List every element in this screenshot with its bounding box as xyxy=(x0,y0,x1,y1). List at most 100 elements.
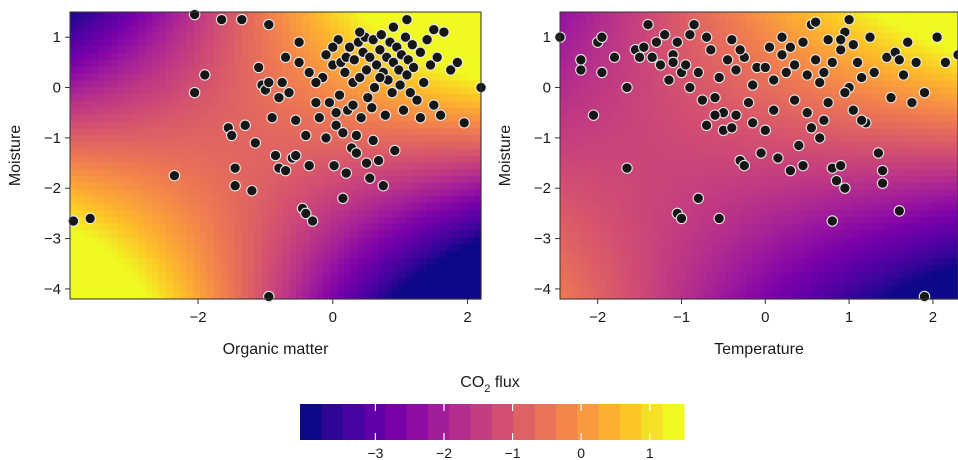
heatmap-cell xyxy=(692,244,700,252)
heatmap-cell xyxy=(586,32,594,40)
heatmap-cell xyxy=(152,162,160,170)
heatmap-cell xyxy=(460,162,468,170)
heatmap-cell xyxy=(798,169,807,177)
heatmap-cell xyxy=(871,121,879,129)
heatmap-cell xyxy=(179,223,188,232)
heatmap-cell xyxy=(573,80,581,88)
heatmap-cell xyxy=(898,244,906,252)
heatmap-cell xyxy=(659,176,667,184)
heatmap-cell xyxy=(805,292,813,300)
heatmap-cell xyxy=(412,244,420,252)
heatmap-cell xyxy=(200,264,208,273)
heatmap-cell xyxy=(878,59,886,68)
heatmap-cell xyxy=(165,271,174,280)
heatmap-cell xyxy=(871,237,879,245)
heatmap-cell xyxy=(131,94,140,102)
heatmap-cell xyxy=(732,100,740,109)
heatmap-cell xyxy=(573,148,581,157)
heatmap-cell xyxy=(261,59,270,68)
heatmap-cell xyxy=(446,148,455,157)
heatmap-cell xyxy=(573,230,581,239)
heatmap-cell xyxy=(692,237,700,245)
heatmap-cell xyxy=(885,12,893,20)
heatmap-cell xyxy=(138,107,146,116)
heatmap-cell xyxy=(772,121,780,129)
heatmap-cell xyxy=(619,292,627,300)
heatmap-cell xyxy=(732,128,740,136)
heatmap-cell xyxy=(344,223,352,232)
heatmap-cell xyxy=(785,278,793,286)
heatmap-cell xyxy=(344,135,352,143)
heatmap-cell xyxy=(672,237,680,245)
heatmap-cell xyxy=(241,217,249,225)
heatmap-cell xyxy=(818,285,826,293)
heatmap-cell xyxy=(213,182,222,191)
heatmap-cell xyxy=(467,114,475,122)
heatmap-cell xyxy=(871,285,879,293)
heatmap-cell xyxy=(904,135,913,143)
heatmap-cell xyxy=(759,73,767,81)
heatmap-cell xyxy=(330,203,338,211)
heatmap-cell xyxy=(745,203,753,211)
heatmap-cell xyxy=(666,121,674,129)
heatmap-cell xyxy=(405,258,414,266)
heatmap-cell xyxy=(104,100,112,109)
heatmap-cell xyxy=(446,155,455,163)
heatmap-cell xyxy=(871,217,879,225)
heatmap-cell xyxy=(446,39,455,47)
heatmap-cell xyxy=(686,217,694,225)
heatmap-cell xyxy=(227,203,235,211)
heatmap-cell xyxy=(241,87,249,95)
heatmap-cell xyxy=(323,196,331,204)
heatmap-cell xyxy=(227,46,235,54)
heatmap-cell xyxy=(705,141,714,150)
heatmap-cell xyxy=(460,223,468,232)
heatmap-cell xyxy=(646,189,654,198)
x-tick-label: 0 xyxy=(329,309,337,326)
heatmap-cell xyxy=(467,155,475,163)
heatmap-cell xyxy=(613,39,621,47)
heatmap-cell xyxy=(261,210,270,218)
heatmap-cell xyxy=(179,264,188,273)
heatmap-cell xyxy=(851,285,860,293)
heatmap-cell xyxy=(613,203,621,211)
heatmap-cell xyxy=(911,271,919,280)
heatmap-cell xyxy=(241,169,249,177)
heatmap-cell xyxy=(90,121,98,129)
heatmap-cell xyxy=(124,292,133,300)
heatmap-cell xyxy=(579,80,588,88)
heatmap-cell xyxy=(792,182,800,191)
heatmap-cell xyxy=(179,114,188,122)
heatmap-cell xyxy=(296,237,304,245)
heatmap-cell xyxy=(207,66,215,75)
heatmap-cell xyxy=(111,12,119,20)
heatmap-cell xyxy=(606,39,614,47)
data-point xyxy=(360,64,373,76)
heatmap-cell xyxy=(419,251,427,259)
heatmap-cell xyxy=(309,285,318,293)
heatmap-cell xyxy=(586,100,594,109)
heatmap-cell xyxy=(904,217,913,225)
heatmap-cell xyxy=(412,258,420,266)
heatmap-cell xyxy=(838,141,846,150)
heatmap-cell xyxy=(626,66,634,75)
heatmap-cell xyxy=(302,155,311,163)
heatmap-cell xyxy=(626,32,634,40)
heatmap-cell xyxy=(805,244,813,252)
heatmap-cell xyxy=(765,189,773,198)
heatmap-cell xyxy=(364,141,372,150)
heatmap-cell xyxy=(838,169,846,177)
data-point xyxy=(431,51,443,64)
heatmap-cell xyxy=(573,107,581,116)
heatmap-cell xyxy=(131,87,140,95)
heatmap-cell xyxy=(282,121,290,129)
heatmap-cell xyxy=(613,271,621,280)
heatmap-cell xyxy=(560,176,568,184)
heatmap-cell xyxy=(316,39,325,47)
heatmap-cell xyxy=(172,66,181,75)
heatmap-cell xyxy=(560,121,568,129)
heatmap-cell xyxy=(891,292,899,300)
heatmap-cell xyxy=(268,107,277,116)
heatmap-cell xyxy=(831,285,840,293)
heatmap-cell xyxy=(165,244,174,252)
